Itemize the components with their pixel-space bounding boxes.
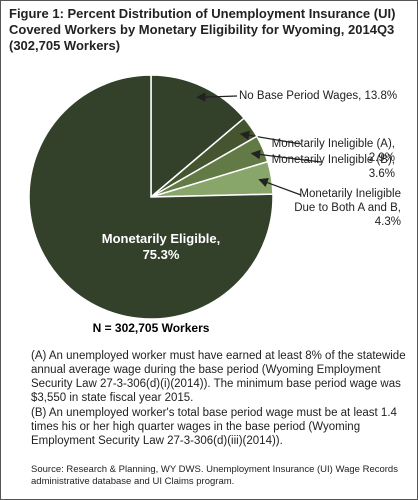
value-label: 3.6% bbox=[368, 168, 395, 180]
note: (B) An unemployed worker's total base pe… bbox=[31, 407, 397, 447]
leader-line bbox=[258, 178, 302, 196]
slice-label: Monetarily Ineligible (A), 2.9% bbox=[271, 137, 395, 165]
pie-slice bbox=[150, 74, 246, 199]
value-label: 2.9% bbox=[368, 152, 395, 164]
category-label: Monetarily Eligible, bbox=[101, 231, 221, 246]
note: (A) An unemployed worker must have earne… bbox=[31, 350, 406, 404]
category-label: Monetarily Ineligible Due to Both A and … bbox=[294, 188, 401, 214]
chart-title: Figure 1: Percent Distribution of Unempl… bbox=[9, 6, 396, 53]
leader-line bbox=[195, 92, 238, 102]
value-label: 75.3% bbox=[142, 247, 180, 262]
leader-line bbox=[250, 149, 322, 163]
category-label: Monetarily Ineligible (A), bbox=[271, 138, 395, 150]
slice-label: Monetarily Ineligible (B), 3.6% bbox=[271, 153, 395, 181]
category-label: Monetarily Ineligible (B), bbox=[271, 154, 395, 166]
slice-label: Monetarily Ineligible Due to Both A and … bbox=[291, 187, 401, 229]
value-label: 13.8% bbox=[364, 90, 398, 102]
slice-label: No Base Period Wages, 13.8% bbox=[239, 89, 409, 103]
slice-label: Monetarily Eligible, 75.3% bbox=[96, 231, 226, 263]
category-label: No Base Period Wages, bbox=[239, 90, 362, 102]
value-label: 4.3% bbox=[374, 216, 401, 228]
leader-line bbox=[239, 130, 302, 145]
pie-slice bbox=[28, 74, 274, 320]
source: Source: Research & Planning, WY DWS. Une… bbox=[31, 464, 398, 487]
total-label: N = 302,705 Workers bbox=[92, 321, 210, 335]
